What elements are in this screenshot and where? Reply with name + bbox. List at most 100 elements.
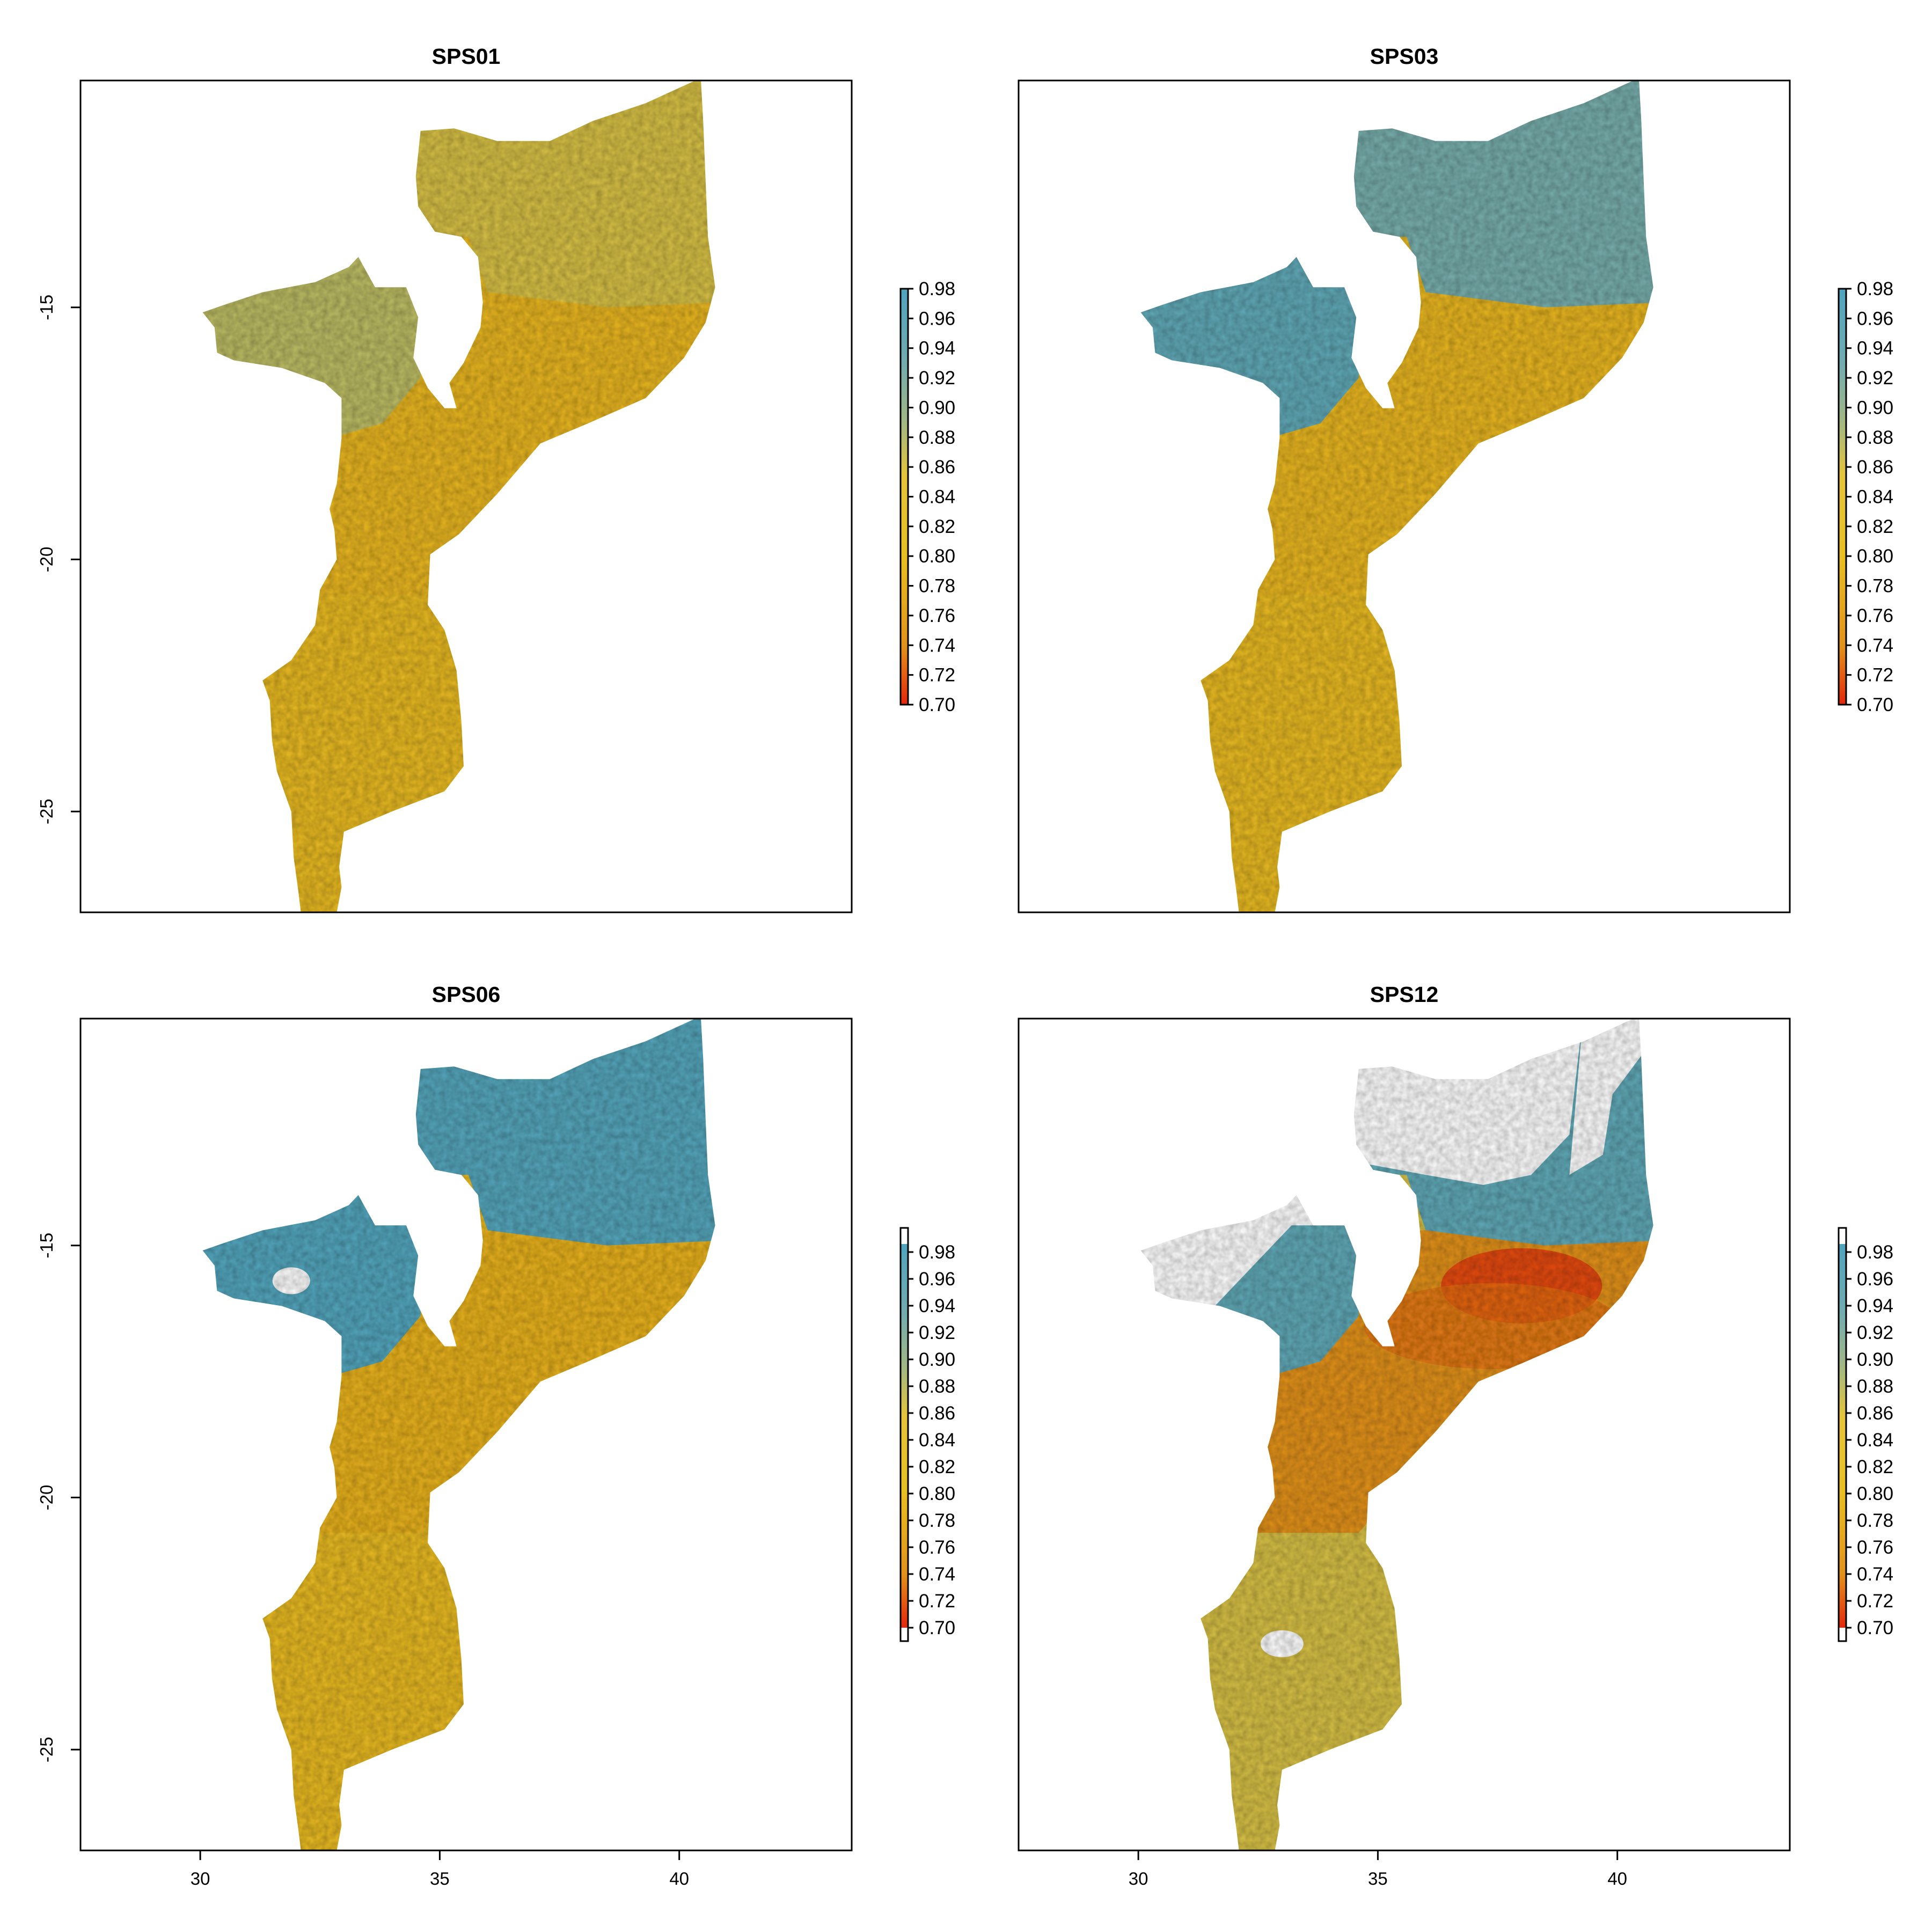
colorbar-ramp	[1839, 1244, 1846, 1628]
colorbar-label: 0.94	[1857, 1296, 1893, 1316]
colorbar-label: 0.80	[1857, 1483, 1893, 1504]
colorbar-ramp	[1839, 289, 1846, 705]
region-north	[406, 1019, 715, 1246]
region-south	[248, 1523, 488, 1850]
colorbar-label: 0.76	[1857, 605, 1893, 626]
colorbar-label: 0.70	[919, 694, 955, 715]
plot-frame	[1018, 79, 1791, 913]
colorbar-label: 0.82	[919, 516, 955, 537]
colorbar-label: 0.86	[1857, 1403, 1893, 1424]
colorbar-label: 0.92	[919, 368, 955, 389]
colorbar-label: 0.90	[919, 397, 955, 418]
colorbar-label: 0.90	[1857, 397, 1893, 418]
raster-layer	[1140, 1019, 1653, 1850]
raster-layer	[1140, 80, 1653, 912]
no-data	[272, 1267, 310, 1294]
colorbar-label: 0.88	[1857, 427, 1893, 448]
x-tick-label: 35	[430, 1869, 450, 1889]
x-tick-label: 30	[1129, 1869, 1148, 1889]
colorbar-label: 0.76	[919, 1537, 955, 1558]
colorbar-label: 0.86	[919, 1403, 955, 1424]
panel-title: SPS03	[1370, 44, 1439, 69]
colorbar-label: 0.78	[1857, 576, 1893, 597]
plot-frame	[79, 79, 853, 913]
colorbar-label: 0.90	[1857, 1349, 1893, 1370]
map-panel-sps03: SPS03 0.98 0.96 0.94 0.92 0.90 0.88 0.86 0.84 0.8…	[1018, 44, 1893, 913]
y-tick-label: -25	[36, 1737, 56, 1762]
colorbar-label: 0.96	[919, 308, 955, 329]
colorbar-frame	[899, 1227, 909, 1642]
colorbar-label: 0.70	[919, 1618, 955, 1638]
y-tick-label: -20	[36, 1485, 56, 1511]
colorbar-label: 0.96	[1857, 308, 1893, 329]
colorbar-label: 0.96	[1857, 1269, 1893, 1290]
colorbar-label: 0.98	[919, 1242, 955, 1263]
panel-title: SPS01	[432, 44, 501, 69]
no-data	[1260, 1630, 1304, 1657]
region-northwest	[202, 257, 421, 438]
colorbar-label: 0.92	[1857, 1322, 1893, 1343]
colorbar-label: 0.74	[919, 635, 955, 656]
panel-title: SPS12	[1370, 982, 1439, 1007]
map-panel-sps01: SPS01-15-20-250.980.960.940.920.900.880.…	[36, 44, 955, 913]
colorbar-label: 0.72	[919, 665, 955, 686]
colorbar-label: 0.84	[919, 487, 955, 508]
colorbar-label: 0.84	[1857, 487, 1893, 508]
colorbar-label: 0.90	[919, 1349, 955, 1370]
colorbar-label: 0.88	[919, 427, 955, 448]
colorbar-label: 0.76	[919, 605, 955, 626]
colorbar-label: 0.82	[1857, 516, 1893, 537]
colorbar-label: 0.88	[1857, 1376, 1893, 1397]
colorbar-label: 0.94	[919, 1296, 955, 1316]
colorbar: 0.98 0.96 0.94 0.92 0.90 0.88 0.86 0.84 0.82 0.80…	[1838, 279, 1893, 715]
colorbar-label: 0.92	[919, 1322, 955, 1343]
region-south	[1186, 584, 1426, 912]
region-north	[1344, 80, 1653, 308]
y-tick-label: -20	[36, 547, 56, 573]
colorbar-label: 0.80	[1857, 546, 1893, 567]
panel-title: SPS06	[432, 982, 501, 1007]
x-tick-label: 40	[669, 1869, 689, 1889]
colorbar-label: 0.88	[919, 1376, 955, 1397]
colorbar-label: 0.78	[919, 1510, 955, 1531]
colorbar-label: 0.72	[1857, 1591, 1893, 1612]
colorbar-label: 0.98	[919, 279, 955, 299]
hotspot-halo	[1364, 1283, 1622, 1370]
colorbar-label: 0.74	[1857, 635, 1893, 656]
colorbar-label: 0.84	[919, 1430, 955, 1451]
colorbar-label: 0.74	[919, 1564, 955, 1585]
colorbar-label: 0.78	[919, 576, 955, 597]
x-tick-label: 40	[1607, 1869, 1627, 1889]
colorbar: 0.98 0.96 0.94 0.92 0.90 0.88 0.86 0.84 0.82 0.80…	[899, 1227, 955, 1642]
colorbar-label: 0.98	[1857, 279, 1893, 299]
colorbar-frame	[1838, 1227, 1847, 1642]
colorbar-label: 0.86	[1857, 457, 1893, 478]
colorbar-label: 0.72	[919, 1591, 955, 1612]
colorbar-ramp	[901, 289, 908, 705]
colorbar-label: 0.80	[919, 1483, 955, 1504]
colorbar-label: 0.70	[1857, 1618, 1893, 1638]
region-south	[248, 584, 488, 912]
region-south	[1186, 1523, 1426, 1850]
colorbar-label: 0.72	[1857, 665, 1893, 686]
colorbar: 0.98 0.96 0.94 0.92 0.90 0.88 0.86 0.84 0.82 0.80…	[899, 279, 955, 715]
map-panel-sps06: SPS06 -15 -20 -25 30 35 40 0.98 0.96 0.94 0.92 0.90…	[36, 982, 955, 1889]
colorbar-label: 0.96	[919, 1269, 955, 1290]
colorbar-label: 0.74	[1857, 1564, 1893, 1585]
x-tick-label: 35	[1368, 1869, 1388, 1889]
plot-frame	[79, 1018, 853, 1851]
y-tick-label: -25	[36, 799, 56, 824]
colorbar-ramp	[901, 1244, 908, 1628]
colorbar-label: 0.92	[1857, 368, 1893, 389]
colorbar-label: 0.86	[919, 457, 955, 478]
plot-frame	[1018, 1018, 1791, 1851]
raster-layer	[202, 80, 715, 912]
colorbar-label: 0.84	[1857, 1430, 1893, 1451]
colorbar-label: 0.98	[1857, 1242, 1893, 1263]
colorbar-label: 0.82	[1857, 1457, 1893, 1477]
colorbar-label: 0.80	[919, 546, 955, 567]
colorbar-label: 0.94	[919, 338, 955, 359]
raster-layer	[202, 1019, 715, 1850]
colorbar-label: 0.70	[1857, 694, 1893, 715]
